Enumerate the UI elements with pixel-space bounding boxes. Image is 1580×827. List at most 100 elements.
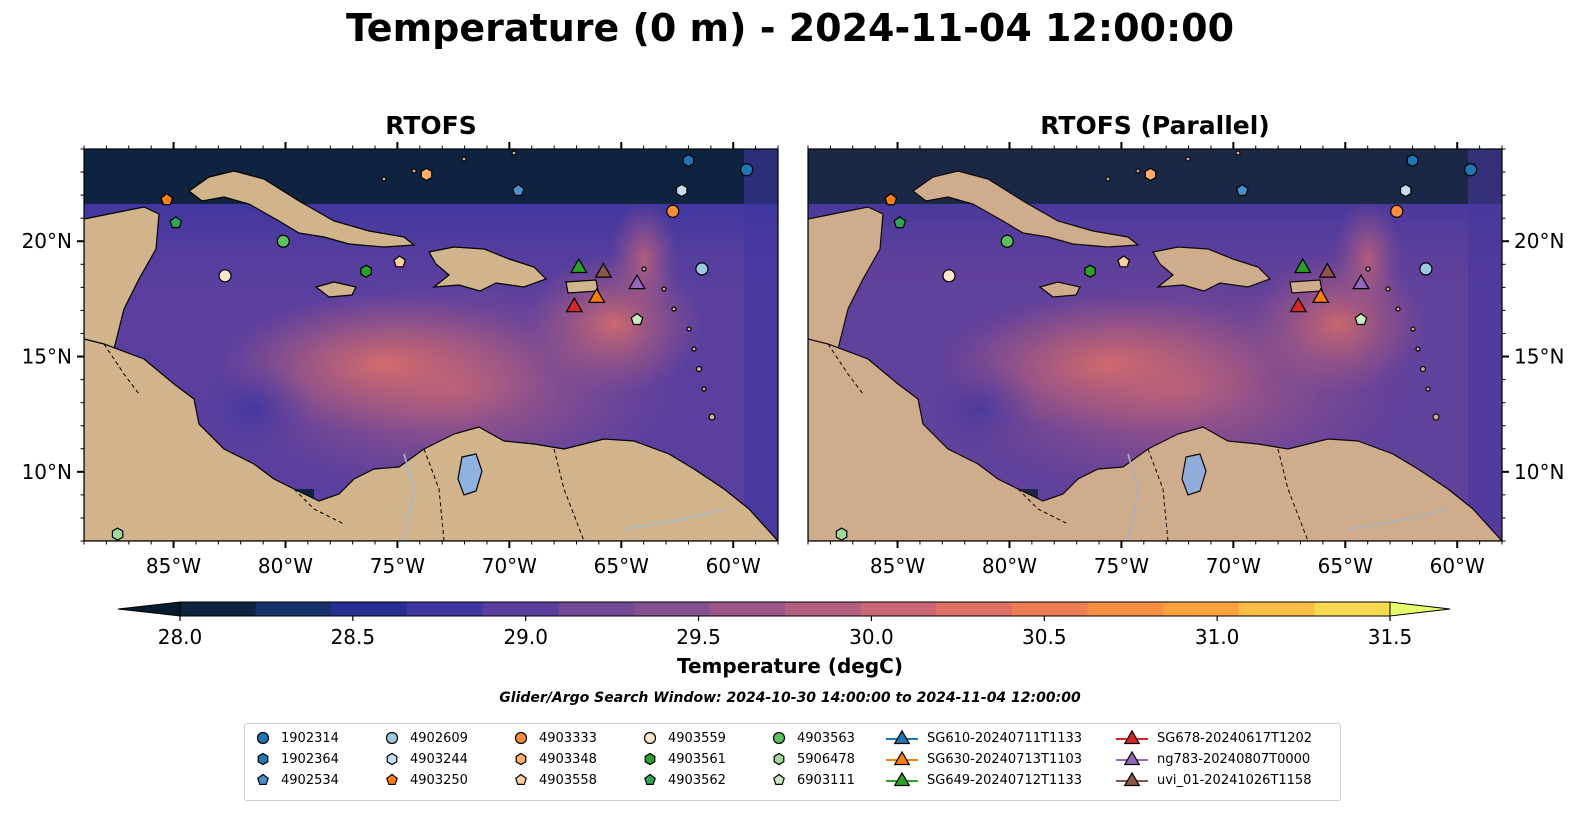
observation-marker [1289,297,1308,313]
legend-marker [644,773,656,785]
observation-marker [630,312,644,326]
legend-label: 4903558 [539,772,597,788]
legend-circle-icon [256,731,270,745]
legend-marker [257,773,269,785]
colorbar-segment [1238,602,1315,616]
colorbar-segment [1087,602,1164,616]
x-tick-label: 80°W [982,554,1037,578]
legend-entry: 4903561 [640,750,726,768]
legend-entry: 4902534 [253,771,339,789]
x-tick-label: 70°W [1206,554,1261,578]
x-tick-label: 70°W [482,554,537,578]
y-tick-label: 10°N [1514,460,1564,484]
observation-marker [666,204,680,218]
legend-pentagon-icon [257,773,269,785]
legend-pentagon-icon [773,773,785,785]
legend-marker [1116,750,1148,766]
colorbar-segment [482,602,559,616]
map-panel-left [84,149,778,541]
colorbar-tick-label: 28.0 [158,625,203,649]
legend-label: ng783-20240807T0000 [1157,751,1311,767]
legend-marker [644,752,656,766]
map-panel-right [808,149,1502,541]
colorbar-tick-label: 31.5 [1368,625,1413,649]
legend-label: 4902534 [281,772,339,788]
legend-hexagon-icon [515,752,527,766]
legend-label: 4903562 [668,772,726,788]
observation-marker [893,216,907,229]
observation-marker [1419,262,1433,276]
panel-right-title: RTOFS (Parallel) [1040,111,1270,140]
legend-entry: 1902364 [253,750,339,768]
legend-hexagon-icon [644,752,656,766]
legend-marker [1116,729,1148,745]
colorbar-segment [785,602,862,616]
colorbar-label: Temperature (degC) [677,654,903,678]
observation-marker [276,234,290,248]
observation-markers-left [111,153,754,541]
legend-label: SG610-20240711T1133 [927,730,1083,746]
colorbar-segment [180,602,257,616]
legend-label: 4903348 [539,751,597,767]
legend-entry: SG649-20240712T1133 [885,771,1082,789]
colorbar-tick-label: 30.5 [1022,625,1067,649]
legend-triangle-icon [1123,729,1141,745]
legend-marker [643,731,657,745]
observation-marker [420,167,433,182]
colorbar-tick-label: 31.0 [1195,625,1240,649]
legend-label: 1902314 [281,730,339,746]
x-tick-label: 60°W [1430,554,1485,578]
legend-marker [514,731,528,745]
colorbar: 28.0 28.5 29.0 29.5 30.0 30.5 31.0 31.5 [117,601,1451,649]
x-tick-label: 60°W [706,554,761,578]
colorbar-segment [860,602,937,616]
map-figure: 85°W 80°W 75°W 70°W 65°W 60°W 10°N 15°N 20°N 85°W… [22,142,1564,578]
observation-marker [360,264,372,278]
legend-entry: 4903559 [640,729,726,747]
colorbar-tick-label: 28.5 [331,625,376,649]
colorbar-segment [406,602,483,616]
legend-marker [257,752,269,766]
legend-entry: ng783-20240807T0000 [1115,750,1310,768]
legend-triangle-icon [893,771,911,787]
observation-marker [1293,257,1312,274]
legend-marker [773,773,785,785]
legend-entry: 4903244 [382,750,468,768]
legend-label: 4903333 [539,730,597,746]
colorbar-tick-label: 30.0 [849,625,894,649]
y-tick-label: 15°N [22,345,72,369]
legend-label: SG630-20240713T1103 [927,751,1083,767]
observation-marker [1399,183,1412,198]
observation-marker [569,257,588,274]
legend-label: 1902364 [281,751,339,767]
legend-marker [386,773,398,785]
legend-entry: 4903348 [511,750,597,768]
legend-label: SG678-20240617T1202 [1157,730,1313,746]
main-title: Temperature (0 m) - 2024-11-04 12:00:00 [345,6,1235,50]
legend-marker [773,752,785,766]
observation-marker [1117,255,1131,268]
legend-label: 4902609 [410,730,468,746]
observation-markers-right [835,153,1478,541]
legend-label: 4903244 [410,751,468,767]
legend-label: uvi_01-20241026T1158 [1157,772,1312,788]
legend-entry: SG678-20240617T1202 [1115,729,1312,747]
legend-label: 4903563 [797,730,855,746]
legend-circle-icon [643,731,657,745]
legend-hexagon-icon [257,752,269,766]
legend-label: 5906478 [797,751,855,767]
observation-marker [1354,312,1368,326]
colorbar-segment [331,602,408,616]
legend-entry: 4903562 [640,771,726,789]
legend: 1902314 1902364 4902534 4902609 4903244 49032… [244,723,1341,801]
colorbar-over-arrow [1389,601,1451,617]
observation-marker [587,287,606,303]
observation-marker [511,183,525,196]
x-tick-label: 75°W [1094,554,1149,578]
legend-pentagon-icon [386,773,398,785]
x-tick-label: 85°W [870,554,925,578]
legend-circle-icon [772,731,786,745]
legend-entry: 4903333 [511,729,597,747]
legend-entry: 5906478 [769,750,855,768]
observation-marker [1144,167,1157,182]
